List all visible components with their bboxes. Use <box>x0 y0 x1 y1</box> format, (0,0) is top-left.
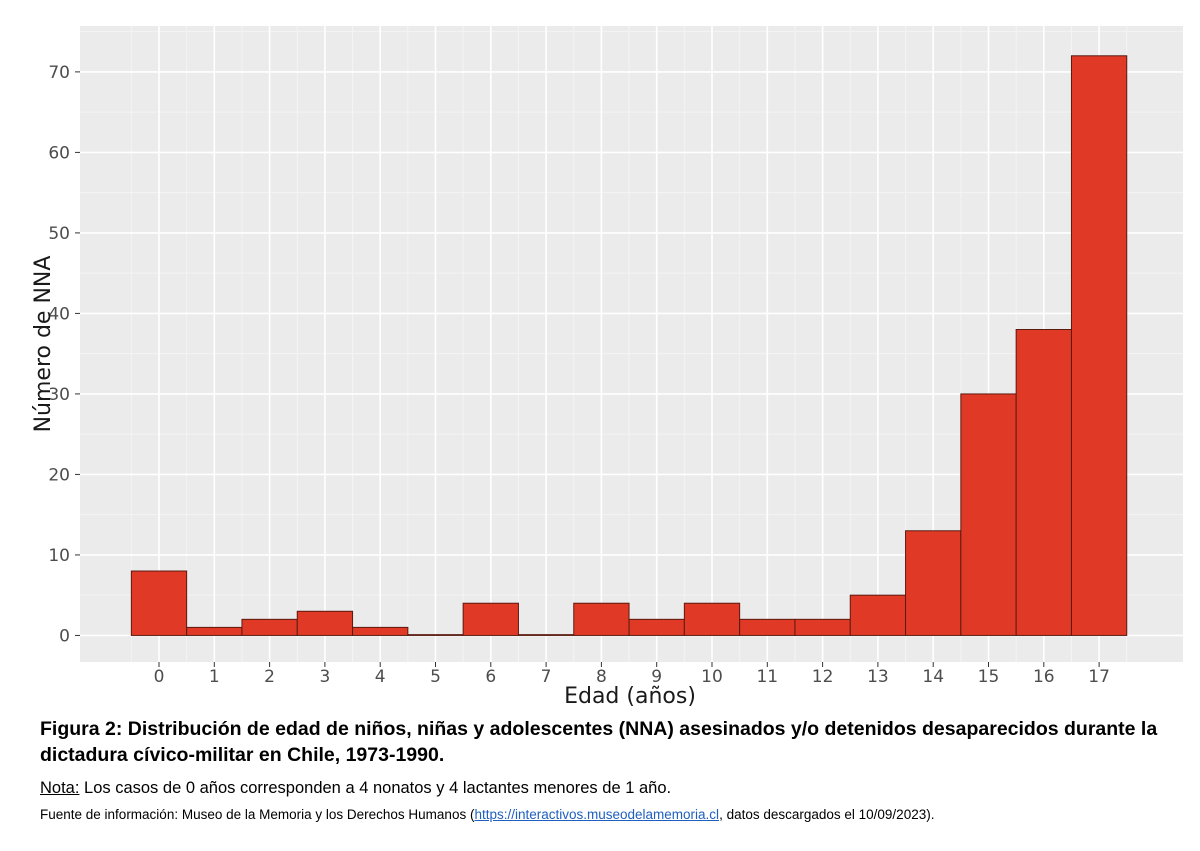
figure-note: Nota: Los casos de 0 años corresponden a… <box>40 777 1180 799</box>
x-tick-label: 9 <box>651 667 662 687</box>
y-axis-title: Número de NNA <box>31 256 56 433</box>
bar-age-3 <box>296 610 354 636</box>
x-tick-label: 6 <box>485 667 496 687</box>
x-tick-label: 11 <box>756 667 778 687</box>
bar-age-10 <box>683 602 741 636</box>
x-tick-label: 7 <box>541 667 552 687</box>
bar-age-7 <box>517 634 575 636</box>
source-link[interactable]: https://interactivos.museodelamemoria.cl <box>474 807 720 822</box>
y-tick-label: 40 <box>48 304 70 324</box>
y-tick-label: 50 <box>48 224 70 244</box>
bars <box>130 55 1128 636</box>
x-axis-ticks: 0 1 2 3 4 5 6 7 8 9 10 11 12 13 14 15 16 17 <box>154 662 1110 687</box>
bar-age-12 <box>794 618 851 636</box>
x-tick-label: 1 <box>209 667 220 687</box>
bar-age-2 <box>241 618 298 636</box>
x-tick-label: 15 <box>978 667 1000 687</box>
source-suffix: , datos descargados el 10/09/2023). <box>719 807 935 822</box>
x-tick-label: 13 <box>867 667 889 687</box>
bar-age-9 <box>628 618 685 636</box>
y-tick-label: 20 <box>48 465 70 485</box>
x-tick-label: 16 <box>1033 667 1055 687</box>
bar-age-14 <box>905 530 962 636</box>
y-tick-label: 60 <box>48 143 70 163</box>
x-tick-label: 10 <box>701 667 723 687</box>
source-prefix: Fuente de información: Museo de la Memor… <box>40 807 475 822</box>
bar-age-17 <box>1070 55 1128 636</box>
bar-age-0 <box>130 570 188 636</box>
y-tick-label: 0 <box>59 626 70 646</box>
bar-age-13 <box>849 594 907 636</box>
bar-age-1 <box>186 626 243 636</box>
x-tick-label: 0 <box>154 667 165 687</box>
note-label: Nota: <box>40 779 80 797</box>
y-tick-label: 70 <box>48 63 70 83</box>
x-tick-label: 17 <box>1088 667 1110 687</box>
y-axis-ticks: 0 10 20 30 40 50 60 70 <box>48 63 80 646</box>
x-tick-label: 8 <box>596 667 607 687</box>
figure-source: Fuente de información: Museo de la Memor… <box>40 805 1180 825</box>
bar-age-16 <box>1015 329 1072 636</box>
y-tick-label: 10 <box>48 546 70 566</box>
figure-caption-title: Figura 2: Distribución de edad de niños,… <box>40 718 1158 766</box>
y-tick-label: 30 <box>48 385 70 405</box>
bar-age-5 <box>407 634 464 636</box>
x-tick-label: 5 <box>430 667 441 687</box>
bar-age-6 <box>462 602 519 636</box>
x-tick-label: 4 <box>375 667 386 687</box>
bar-age-8 <box>573 602 630 636</box>
bar-age-4 <box>352 626 409 636</box>
x-tick-label: 3 <box>319 667 330 687</box>
bar-age-11 <box>739 618 796 636</box>
x-tick-label: 2 <box>264 667 275 687</box>
x-tick-label: 14 <box>922 667 944 687</box>
x-axis-title: Edad (años) <box>564 684 696 709</box>
x-tick-label: 12 <box>812 667 834 687</box>
note-text: Los casos de 0 años corresponden a 4 non… <box>79 779 672 797</box>
bar-age-15 <box>960 393 1017 636</box>
